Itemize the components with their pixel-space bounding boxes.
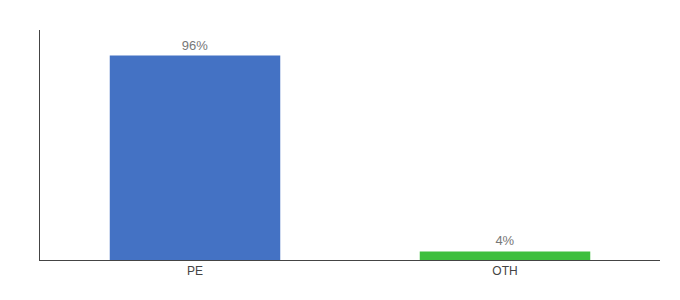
svg-text:4%: 4% [495, 233, 514, 248]
svg-text:OTH: OTH [492, 264, 517, 278]
svg-text:96%: 96% [182, 38, 208, 53]
svg-text:PE: PE [187, 264, 203, 278]
